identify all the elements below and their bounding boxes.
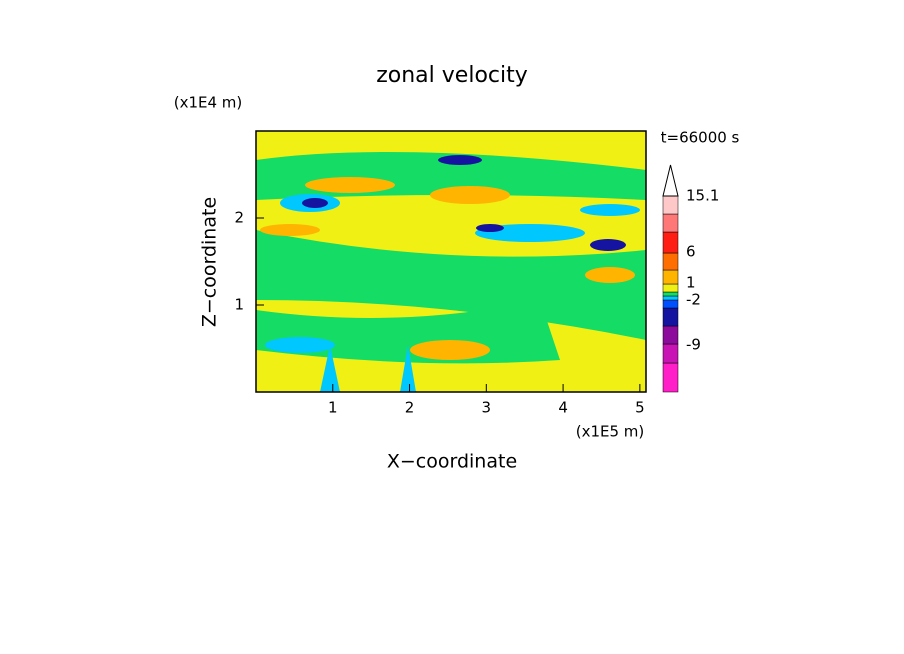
colorbar-band [662, 299, 679, 309]
colorbar-label: -9 [686, 336, 701, 354]
time-annotation: t=66000 s [661, 129, 740, 147]
y-tick-label: 1 [234, 296, 244, 314]
colorbar-label: 1 [686, 274, 696, 292]
colorbar-band [662, 291, 679, 297]
x-tick-label: 5 [635, 399, 645, 417]
colorbar-band [662, 252, 679, 271]
x-tick-label: 4 [558, 399, 568, 417]
colorbar-band [662, 307, 679, 327]
colorbar-band [662, 343, 679, 364]
y-axis-title: Z−coordinate [199, 197, 221, 327]
colorbar-band [662, 325, 679, 345]
x-axis-title: X−coordinate [387, 451, 517, 473]
chart-title: zonal velocity [376, 63, 528, 88]
x-unit: (x1E5 m) [576, 423, 645, 441]
colorbar-band [662, 295, 679, 301]
colorbar-band [662, 231, 679, 254]
plot-frame [255, 130, 647, 393]
colorbar-label: -2 [686, 291, 701, 309]
colorbar-band [662, 213, 679, 233]
x-tick-label: 1 [328, 399, 338, 417]
colorbar-band [662, 195, 679, 215]
colorbar-band [662, 362, 679, 393]
colorbar-extension [662, 164, 679, 197]
contour-field [256, 131, 646, 392]
y-unit: (x1E4 m) [174, 94, 243, 112]
colorbar-band [662, 269, 679, 285]
colorbar-band [662, 283, 679, 293]
y-tick-label: 2 [234, 209, 244, 227]
x-tick-label: 2 [405, 399, 415, 417]
colorbar-label: 15.1 [686, 187, 719, 205]
colorbar-label: 6 [686, 243, 696, 261]
x-tick-label: 3 [482, 399, 492, 417]
